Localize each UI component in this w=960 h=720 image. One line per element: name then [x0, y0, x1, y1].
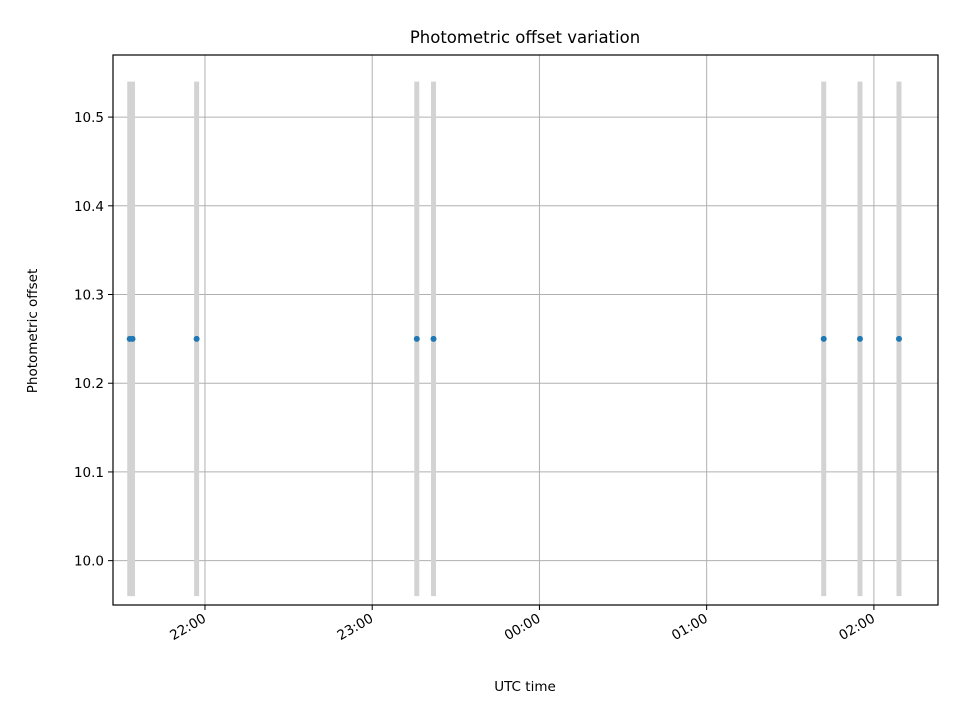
- x-tick-label: 23:00: [335, 611, 377, 644]
- data-point: [820, 335, 827, 342]
- data-point: [413, 335, 420, 342]
- x-axis-label: UTC time: [494, 679, 556, 695]
- axes-frame: [112, 54, 939, 606]
- data-point: [129, 335, 136, 342]
- data-point: [895, 335, 902, 342]
- y-tick-label: 10.5: [74, 110, 104, 126]
- y-tick-label: 10.2: [74, 376, 104, 392]
- x-tick-label: 22:00: [167, 611, 209, 644]
- data-point: [193, 335, 200, 342]
- plot-area: 22:00 23:00 00:00 01:00 02:00 10.0 10.1 10.2 10.…: [74, 54, 939, 644]
- x-tick-label: 02:00: [836, 611, 878, 644]
- y-axis-label: Photometric offset: [25, 269, 41, 393]
- y-tick-label: 10.1: [74, 465, 104, 481]
- x-tick-label: 01:00: [669, 611, 711, 644]
- x-tick-label: 00:00: [502, 611, 544, 644]
- y-tick-label: 10.0: [74, 554, 104, 570]
- chart-title: Photometric offset variation: [410, 28, 640, 47]
- y-tick-label: 10.3: [74, 288, 104, 304]
- y-tick-label: 10.4: [74, 199, 104, 215]
- data-point: [856, 335, 863, 342]
- data-point: [430, 335, 437, 342]
